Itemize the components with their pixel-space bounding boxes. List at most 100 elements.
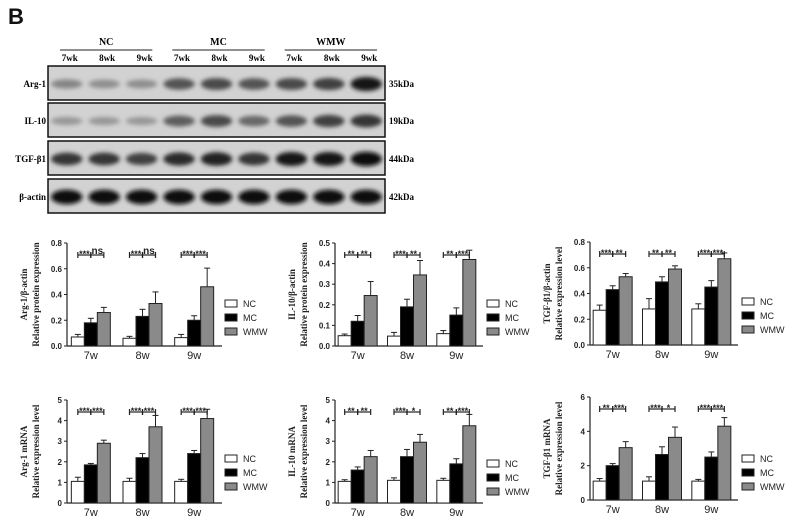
- legend-swatch-mc: [741, 468, 755, 477]
- significance-label: **: [446, 406, 454, 416]
- blot-band: [275, 151, 308, 167]
- blot-lane-label: 8wk: [211, 53, 227, 63]
- bar-nc: [592, 480, 607, 501]
- x-tick-label: 8w: [655, 349, 669, 361]
- legend-label: MC: [760, 311, 774, 321]
- blot-lane-label: 8wk: [99, 53, 115, 63]
- bar-nc: [122, 337, 137, 347]
- x-tick-label: 7w: [606, 349, 620, 361]
- y-tick-label: 0.6: [574, 264, 586, 273]
- blot-band: [125, 116, 158, 126]
- bar-mc: [655, 454, 669, 501]
- blot-lane-label: 9wk: [249, 53, 265, 63]
- significance-label: ***: [614, 403, 625, 413]
- blot-band: [238, 189, 270, 205]
- y-axis-label: Relative protein expression: [31, 242, 41, 346]
- blot-band: [88, 116, 120, 126]
- bar-wmw: [462, 258, 477, 347]
- blot-band: [350, 114, 383, 128]
- bar-wmw: [96, 312, 111, 347]
- significance-label: ***: [713, 403, 724, 413]
- bar-mc: [400, 456, 414, 504]
- bar-chart-6: 0 2 4 6 TGF-β1 mRNA Relative expression level…: [542, 393, 785, 516]
- bar-mc: [83, 464, 98, 504]
- blot-row-arg-1: [47, 65, 386, 101]
- y-tick-label: 3: [326, 437, 331, 446]
- y-tick-label: 2: [326, 458, 331, 467]
- y-tick-label: 3: [58, 437, 63, 446]
- significance-label: ***: [92, 406, 103, 416]
- western-blot-panel: NC MC WMW 7wk 8wk 9wk 7wk 8wk 9wk 7wk 8wk 9wk Arg-1 3…: [15, 37, 415, 214]
- blot-lane-label: 7wk: [62, 53, 78, 63]
- legend-swatch-nc: [486, 299, 500, 308]
- blot-band: [50, 189, 83, 205]
- y-tick-label: 0.1: [319, 321, 331, 330]
- significance-label: **: [348, 249, 356, 259]
- legend-label: WMW: [243, 482, 268, 492]
- significance-label: **: [603, 403, 611, 413]
- y-tick-label: 1: [326, 478, 331, 487]
- legend-label: NC: [505, 299, 518, 309]
- blot-band: [200, 78, 233, 90]
- bar-chart-5: 0 1 2 3 4 5 IL-10 mRNA Relative expression leve…: [287, 396, 530, 519]
- y-tick-label: 5: [58, 396, 63, 405]
- x-tick-label: 8w: [135, 507, 149, 519]
- y-tick-label: 4: [58, 417, 63, 426]
- y-tick-label: 6: [581, 393, 586, 402]
- significance-label: ***: [395, 249, 406, 259]
- blot-band: [238, 152, 270, 166]
- bar-wmw: [717, 425, 732, 501]
- blot-band: [163, 78, 195, 90]
- y-axis-label: Relative expression level: [299, 404, 309, 498]
- significance-label: **: [652, 248, 660, 258]
- bar-nc: [436, 479, 451, 504]
- x-tick-label: 7w: [351, 507, 365, 519]
- legend-label: NC: [243, 454, 256, 464]
- y-tick-label: 0.2: [319, 301, 331, 310]
- bar-wmw: [462, 425, 477, 504]
- bar-nc: [592, 309, 607, 346]
- y-tick-label: 0.2: [574, 315, 586, 324]
- y-tick-label: 0: [581, 496, 586, 505]
- bar-mc: [449, 463, 464, 504]
- bar-wmw: [618, 276, 633, 346]
- blot-band: [163, 189, 195, 205]
- y-axis-label: Arg-1/β-actin: [19, 269, 29, 321]
- legend-swatch-wmw: [224, 482, 238, 491]
- legend-swatch-wmw: [741, 325, 755, 334]
- bar-wmw: [148, 303, 163, 347]
- bar-wmw: [717, 258, 732, 346]
- x-tick-label: 8w: [655, 504, 669, 516]
- significance-label: ***: [79, 249, 90, 259]
- x-tick-label: 8w: [400, 507, 414, 519]
- bar-nc: [387, 479, 401, 504]
- y-axis-label: Relative expression level: [554, 246, 564, 340]
- bar-chart-3: 0.0 0.2 0.4 0.6 0.8 TGF-β1/β-actin Relative ex…: [542, 238, 785, 361]
- blot-band: [200, 189, 233, 205]
- significance-label: **: [361, 249, 369, 259]
- significance-label: ***: [131, 249, 142, 259]
- blot-band: [125, 79, 158, 89]
- legend-label: NC: [760, 297, 773, 307]
- y-tick-label: 4: [581, 427, 586, 436]
- legend-swatch-mc: [486, 313, 500, 322]
- x-tick-label: 9w: [449, 507, 463, 519]
- bar-wmw: [668, 436, 682, 501]
- blot-band: [88, 152, 120, 166]
- bar-mc: [187, 319, 202, 347]
- bar-mc: [83, 322, 98, 347]
- bar-mc: [704, 286, 719, 346]
- bar-mc: [350, 320, 365, 347]
- y-tick-label: 0.3: [319, 280, 331, 289]
- x-tick-label: 7w: [84, 507, 98, 519]
- legend-swatch-mc: [224, 313, 238, 322]
- blot-band: [88, 79, 120, 89]
- y-tick-label: 0.0: [574, 341, 586, 350]
- blot-band: [350, 76, 383, 92]
- significance-label: **: [616, 248, 624, 258]
- x-tick-label: 9w: [704, 504, 718, 516]
- y-tick-label: 0.4: [574, 290, 586, 299]
- bar-nc: [337, 335, 352, 347]
- legend-label: NC: [760, 454, 773, 464]
- significance-label: **: [361, 406, 369, 416]
